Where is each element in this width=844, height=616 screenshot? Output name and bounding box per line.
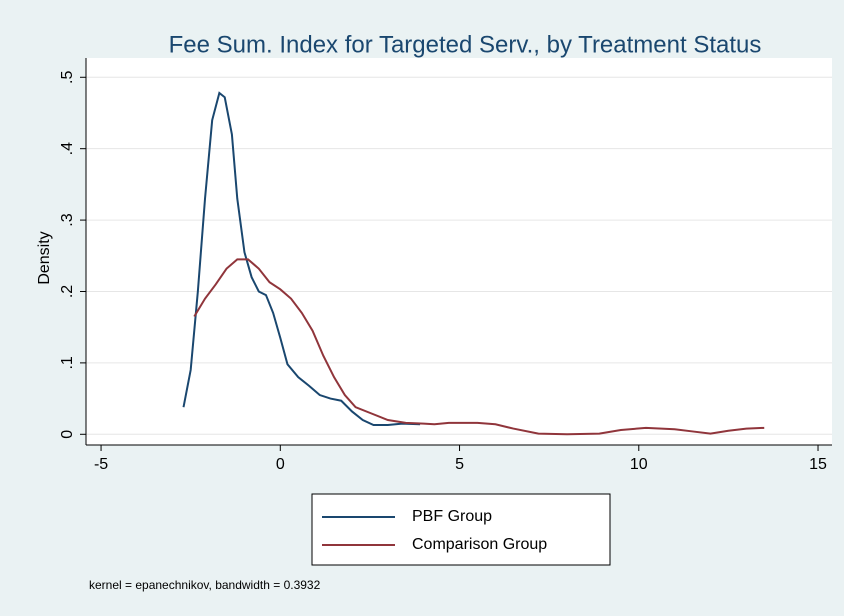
x-tick-label: 15 xyxy=(809,456,827,473)
legend xyxy=(311,493,611,566)
plot-area xyxy=(86,58,832,445)
legend-label: Comparison Group xyxy=(412,536,547,553)
y-axis-label: Density xyxy=(36,231,53,284)
x-tick-label: 0 xyxy=(276,456,285,473)
y-tick-label: .4 xyxy=(59,142,76,155)
x-tick-label: 5 xyxy=(455,456,464,473)
x-tick-label: -5 xyxy=(94,456,108,473)
series-line xyxy=(182,91,421,427)
y-tick-label: .2 xyxy=(59,285,76,298)
chart-title: Fee Sum. Index for Targeted Serv., by Tr… xyxy=(169,31,762,58)
y-tick-label: 0 xyxy=(59,430,76,439)
legend-label: PBF Group xyxy=(412,508,492,525)
y-tick-label: .5 xyxy=(59,71,76,84)
y-tick-label: .3 xyxy=(59,213,76,226)
note: kernel = epanechnikov, bandwidth = 0.393… xyxy=(89,578,321,592)
x-tick-label: 10 xyxy=(630,456,648,473)
y-tick-label: .1 xyxy=(59,356,76,369)
series-line xyxy=(193,258,765,436)
